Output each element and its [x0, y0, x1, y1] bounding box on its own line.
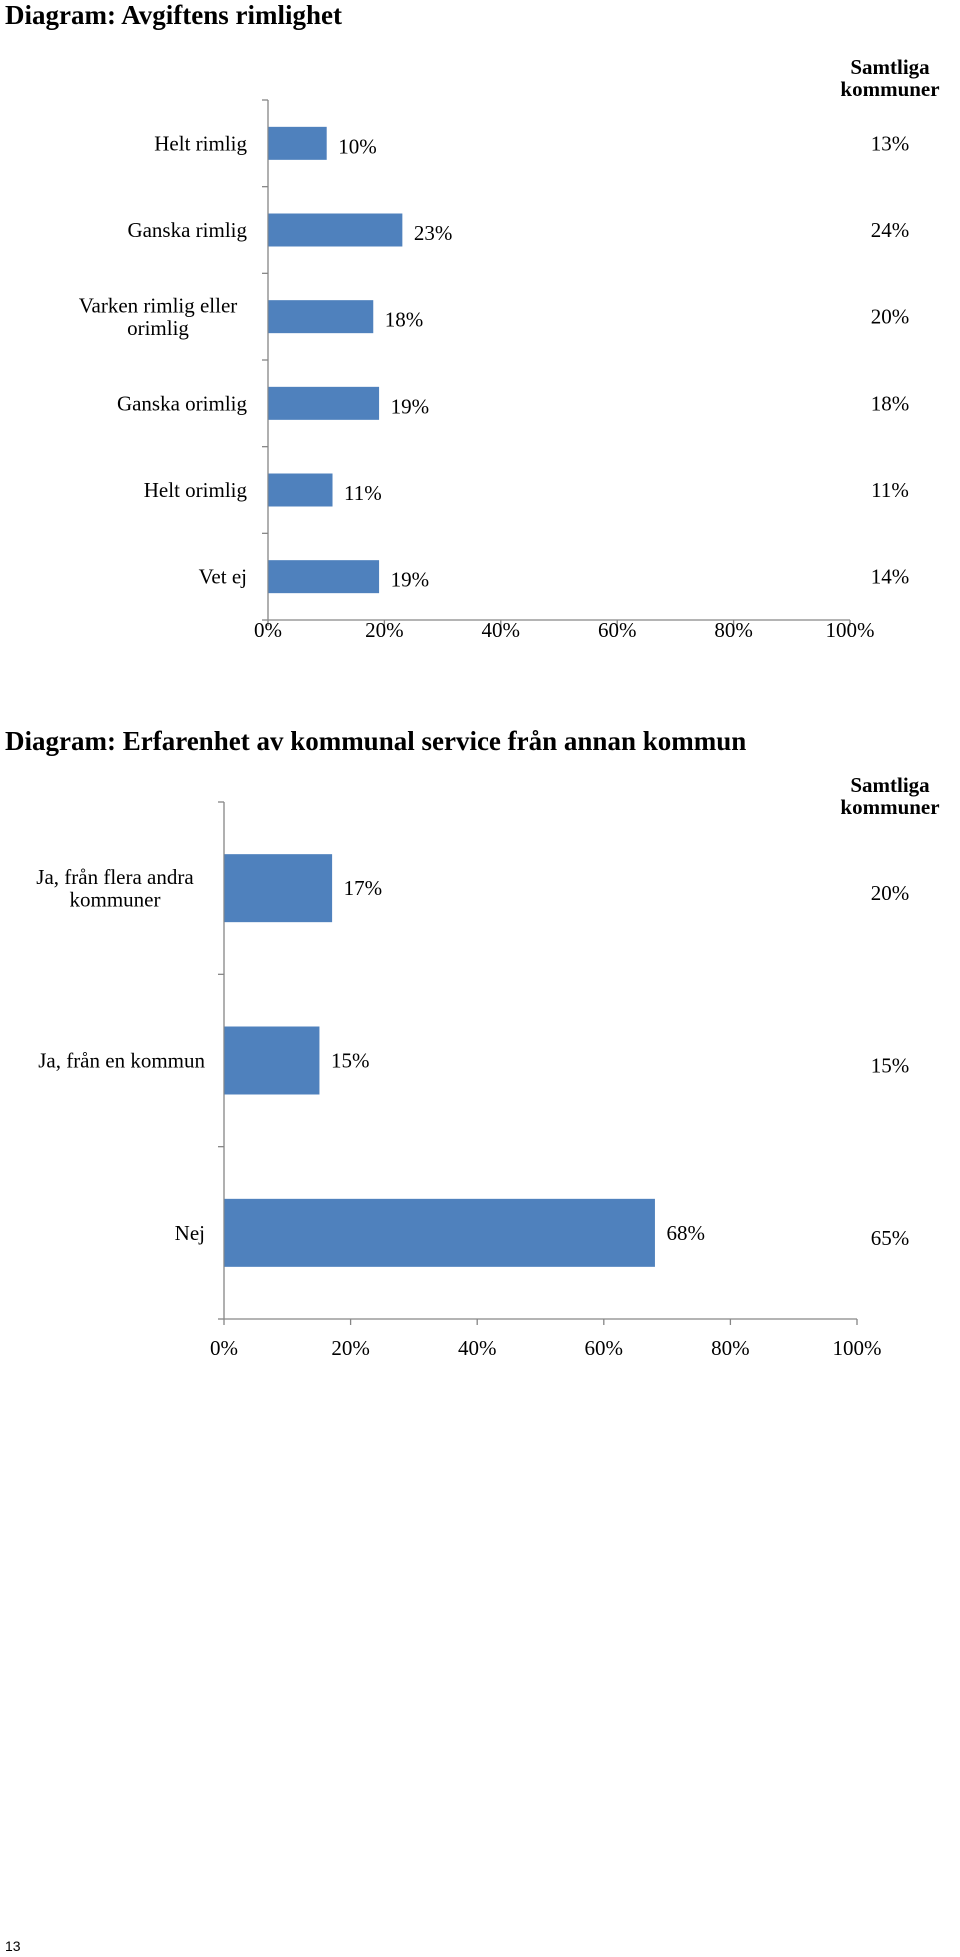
chart2-bar — [224, 1026, 320, 1095]
chart2-xtick-label: 40% — [458, 1336, 497, 1360]
chart1-category-label-line: Helt orimlig — [144, 478, 248, 502]
chart1-category-label-line: Varken rimlig eller — [79, 293, 238, 317]
chart2-comparison-header: Samtliga kommuner — [840, 773, 939, 819]
chart2-comparison-header-line: kommuner — [840, 795, 939, 819]
chart2-data-label: 68% — [666, 1221, 705, 1245]
chart2-xtick-label: 80% — [711, 1336, 750, 1360]
chart1-comparison-header: Samtliga kommuner — [840, 55, 939, 101]
chart2-comparison-header-line: Samtliga — [850, 773, 930, 797]
chart2-bar — [224, 854, 333, 923]
chart1-xtick-label: 0% — [254, 618, 282, 642]
chart2-category-label: Ja, från en kommun — [38, 1048, 205, 1072]
chart1-bar — [268, 300, 374, 334]
chart1-comparison-value: 18% — [871, 391, 910, 415]
chart1-comparison-value: 24% — [871, 218, 910, 242]
chart2-category-label-line: kommuner — [70, 887, 161, 911]
chart2-xtick-label: 20% — [331, 1336, 370, 1360]
chart-1-avgiftens-rimlighet: Samtliga kommuner 0% 20% 40% 60% 80% 100% Helt r… — [79, 55, 940, 642]
chart1-category-label: Varken rimlig eller orimlig — [79, 293, 238, 340]
chart2-data-label: 17% — [344, 876, 383, 900]
chart1-data-label: 10% — [338, 134, 377, 158]
chart2-xtick-label: 60% — [585, 1336, 624, 1360]
chart1-comparison-value: 14% — [871, 565, 910, 589]
chart1-comparison-header-line: Samtliga — [850, 55, 930, 79]
chart1-bar — [268, 560, 380, 594]
chart2-category-label-line: Ja, från flera andra — [36, 865, 194, 889]
chart1-data-label: 23% — [414, 221, 453, 245]
chart2-xtick-label: 100% — [833, 1336, 882, 1360]
chart1-xtick-label: 60% — [598, 618, 637, 642]
chart1-bar — [268, 126, 327, 160]
chart1-data-label: 19% — [391, 568, 430, 592]
chart1-category-label-line: Ganska orimlig — [117, 391, 248, 415]
chart1-category-label: Helt rimlig — [154, 131, 247, 155]
chart1-category-label-line: Helt rimlig — [154, 131, 247, 155]
chart-2-title: Diagram: Erfarenhet av kommunal service … — [5, 726, 747, 756]
chart1-category-label: Ganska rimlig — [127, 218, 247, 242]
chart1-xtick-label: 20% — [365, 618, 404, 642]
chart1-category-label: Vet ej — [199, 565, 247, 589]
chart2-category-label-line: Ja, från en kommun — [38, 1048, 205, 1072]
chart2-comparison-value: 15% — [871, 1053, 910, 1077]
chart1-bar — [268, 473, 333, 507]
chart1-comparison-value: 13% — [871, 131, 910, 155]
chart2-category-label-line: Nej — [175, 1221, 205, 1245]
chart1-xtick-label: 80% — [714, 618, 753, 642]
chart1-comparison-header-line: kommuner — [840, 77, 939, 101]
chart-1-title: Diagram: Avgiftens rimlighet — [5, 0, 342, 30]
chart2-category-label: Ja, från flera andra kommuner — [36, 865, 194, 912]
chart1-category-label-line: Ganska rimlig — [127, 218, 247, 242]
chart1-category-label-line: orimlig — [127, 316, 189, 340]
chart1-bar — [268, 386, 380, 420]
chart1-data-label: 19% — [391, 394, 430, 418]
chart1-bar — [268, 213, 403, 247]
chart1-xtick-label: 40% — [482, 618, 521, 642]
chart1-data-label: 18% — [385, 308, 424, 332]
chart1-category-label-line: Vet ej — [199, 565, 247, 589]
chart1-comparison-value: 20% — [871, 305, 910, 329]
chart2-comparison-value: 20% — [871, 881, 910, 905]
chart1-category-label: Helt orimlig — [144, 478, 248, 502]
chart2-bar — [224, 1198, 655, 1267]
chart2-comparison-value: 65% — [871, 1226, 910, 1250]
chart1-category-label: Ganska orimlig — [117, 391, 248, 415]
page-number: 13 — [5, 1938, 21, 1954]
chart1-comparison-value: 11% — [871, 478, 909, 502]
chart2-xtick-label: 0% — [210, 1336, 238, 1360]
chart1-data-label: 11% — [344, 481, 382, 505]
chart1-xtick-label: 100% — [826, 618, 875, 642]
chart2-data-label: 15% — [331, 1048, 370, 1072]
chart2-category-label: Nej — [175, 1221, 205, 1245]
